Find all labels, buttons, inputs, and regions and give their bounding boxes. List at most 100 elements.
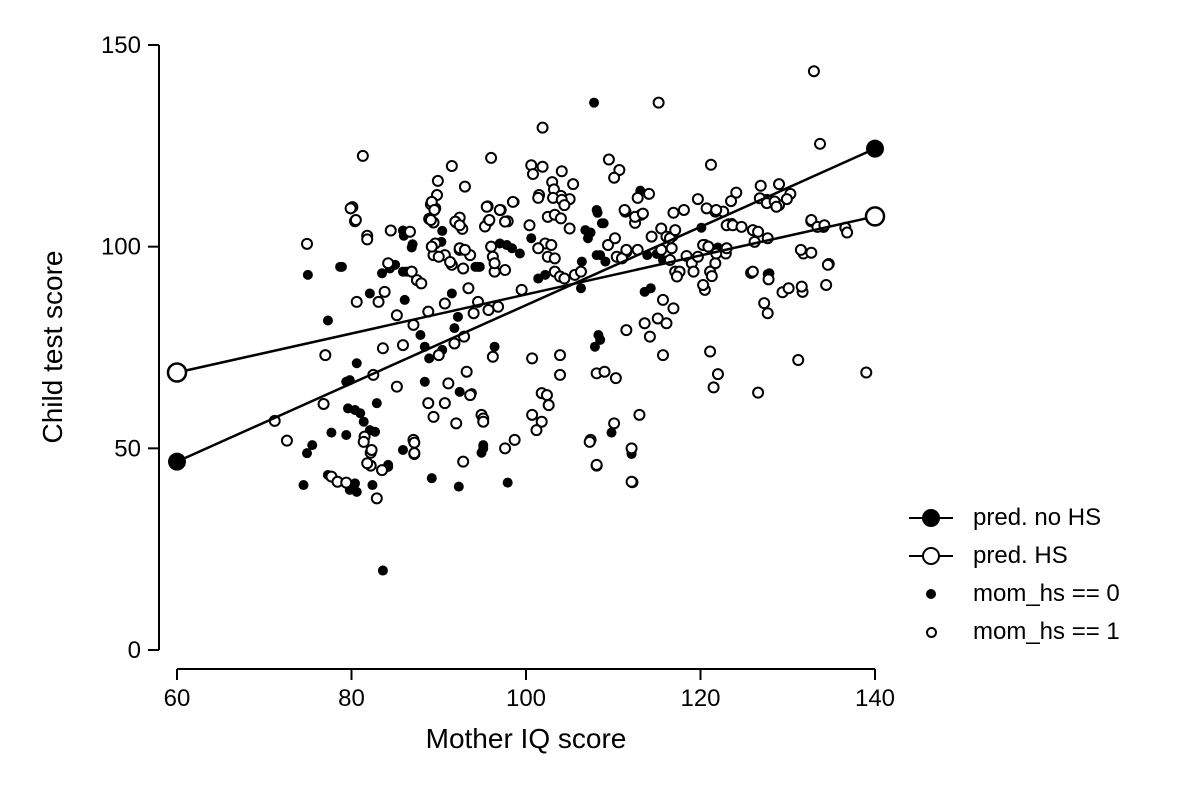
data-point-momhs1 (705, 270, 718, 283)
data-point-momhs0 (419, 376, 430, 387)
data-point-momhs0 (446, 288, 457, 299)
y-tick-label: 150 (101, 32, 141, 59)
data-point-momhs1 (536, 160, 549, 173)
data-point-momhs1 (431, 174, 444, 187)
data-point-momhs1 (483, 214, 496, 227)
data-point-momhs1 (370, 492, 383, 505)
data-point-momhs1 (625, 442, 638, 455)
data-point-momhs0 (598, 218, 609, 229)
data-point-momhs1 (464, 389, 477, 402)
data-point-momhs1 (730, 186, 743, 199)
data-point-momhs0 (302, 269, 313, 280)
x-tick-label: 120 (680, 685, 720, 712)
data-point-momhs1 (450, 417, 463, 430)
data-point-momhs1 (583, 435, 596, 448)
data-point-momhs1 (365, 443, 378, 456)
data-point-momhs0 (582, 233, 593, 244)
data-point-momhs1 (432, 250, 445, 263)
line-end-marker (166, 362, 188, 383)
data-point-momhs1 (506, 195, 519, 208)
data-point-momhs1 (425, 240, 438, 253)
data-point-momhs1 (656, 293, 669, 306)
data-point-momhs1 (403, 225, 416, 238)
y-axis-title: Child test score (37, 251, 68, 444)
data-point-momhs0 (326, 427, 337, 438)
data-point-momhs1 (390, 380, 403, 393)
data-point-momhs1 (532, 191, 545, 204)
data-point-momhs0 (370, 426, 381, 437)
data-point-momhs1 (669, 224, 682, 237)
line-end-marker (866, 139, 884, 158)
data-point-momhs1 (319, 349, 332, 362)
data-point-momhs1 (408, 447, 421, 460)
data-point-momhs0 (298, 480, 309, 491)
y-tick-label: 100 (101, 234, 141, 261)
data-point-momhs1 (317, 397, 330, 410)
data-point-momhs1 (558, 199, 571, 212)
data-point-momhs1 (492, 300, 505, 313)
line-end-marker (864, 206, 886, 227)
data-point-momhs1 (280, 434, 293, 447)
data-point-momhs1 (558, 272, 571, 285)
data-point-momhs1 (535, 415, 548, 428)
data-point-momhs1 (820, 278, 833, 291)
data-point-momhs1 (460, 365, 473, 378)
legend-label: pred. HS (973, 542, 1068, 569)
data-point-momhs0 (377, 565, 388, 576)
data-point-momhs1 (453, 219, 466, 232)
data-point-momhs1 (700, 202, 713, 215)
data-point-momhs1 (499, 264, 512, 277)
data-point-momhs0 (489, 341, 500, 352)
data-point-momhs1 (526, 408, 539, 421)
data-point-momhs1 (710, 203, 723, 216)
data-point-momhs0 (502, 477, 513, 488)
data-point-momhs1 (754, 179, 767, 192)
data-point-momhs1 (554, 212, 567, 225)
data-point-momhs1 (408, 436, 421, 449)
data-point-momhs1 (608, 171, 621, 184)
data-point-momhs1 (458, 180, 471, 193)
data-point-momhs0 (424, 353, 435, 364)
data-point-momhs1 (526, 168, 539, 181)
data-point-momhs1 (396, 339, 409, 352)
data-point-momhs1 (725, 195, 738, 208)
data-point-momhs1 (645, 230, 658, 243)
data-point-momhs1 (384, 224, 397, 237)
data-point-momhs1 (532, 242, 545, 255)
data-point-momhs1 (438, 297, 451, 310)
legend-label: pred. no HS (973, 504, 1102, 531)
y-tick-label: 0 (128, 637, 141, 664)
data-point-momhs1 (608, 417, 621, 430)
data-point-momhs0 (397, 444, 408, 455)
line-end-marker (168, 452, 186, 471)
legend-label: mom_hs == 1 (973, 618, 1120, 645)
data-point-momhs1 (652, 96, 665, 109)
data-point-momhs1 (651, 312, 664, 325)
data-point-momhs1 (361, 457, 374, 470)
data-point-momhs1 (643, 330, 656, 343)
data-point-momhs1 (691, 193, 704, 206)
data-point-momhs1 (563, 222, 576, 235)
data-point-momhs1 (523, 219, 536, 232)
data-point-momhs1 (667, 302, 680, 315)
data-point-momhs0 (355, 408, 366, 419)
data-point-momhs1 (445, 160, 458, 172)
data-point-momhs1 (480, 200, 493, 213)
data-point-momhs1 (602, 239, 615, 252)
data-point-momhs0 (589, 341, 600, 352)
data-point-momhs0 (580, 225, 591, 236)
data-point-momhs1 (554, 368, 567, 381)
data-point-momhs1 (428, 203, 441, 216)
data-point-momhs1 (655, 222, 668, 235)
data-point-momhs1 (382, 257, 395, 270)
axes: 0 50 100 150 60 80 100 120 140 (101, 32, 895, 712)
data-point-momhs1 (499, 215, 512, 228)
data-point-momhs1 (361, 233, 374, 246)
data-point-momhs0 (589, 97, 600, 108)
legend: pred. no HS pred. HS mom_hs == 0 mom_hs … (905, 499, 1120, 651)
legend-label: mom_hs == 0 (973, 580, 1120, 607)
data-point-momhs1 (554, 349, 567, 362)
data-point-momhs1 (485, 240, 498, 253)
data-point-momhs0 (335, 261, 346, 272)
y-tick-label: 50 (114, 435, 141, 462)
